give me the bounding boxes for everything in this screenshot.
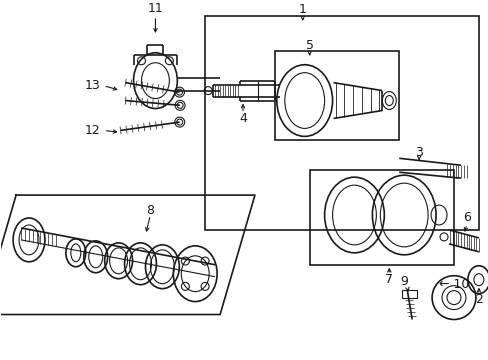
Text: 3: 3 bbox=[414, 146, 422, 159]
Text: 7: 7 bbox=[385, 273, 392, 286]
Bar bbox=[402, 290, 416, 298]
Text: 4: 4 bbox=[239, 112, 246, 125]
Text: 12: 12 bbox=[85, 124, 101, 137]
Text: ← 10: ← 10 bbox=[438, 278, 468, 291]
Text: 5: 5 bbox=[305, 39, 313, 52]
Text: 1: 1 bbox=[298, 4, 306, 17]
Text: 13: 13 bbox=[85, 79, 101, 92]
Bar bbox=[274, 51, 398, 140]
Text: 11: 11 bbox=[147, 3, 163, 15]
Text: 6: 6 bbox=[462, 211, 470, 225]
Text: 2: 2 bbox=[474, 293, 482, 306]
Bar bbox=[309, 170, 453, 265]
Text: 9: 9 bbox=[400, 275, 407, 288]
Text: 8: 8 bbox=[146, 203, 154, 216]
Bar bbox=[205, 16, 478, 230]
